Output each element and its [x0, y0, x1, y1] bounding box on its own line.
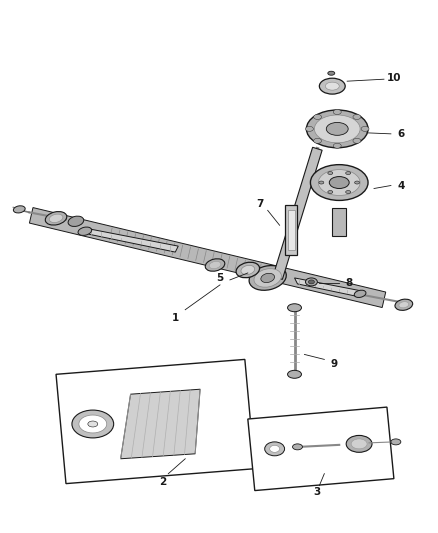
Polygon shape [29, 207, 386, 308]
Ellipse shape [314, 115, 360, 143]
Ellipse shape [205, 259, 225, 271]
Ellipse shape [308, 280, 314, 284]
Ellipse shape [319, 181, 324, 184]
Ellipse shape [88, 421, 98, 427]
Ellipse shape [326, 123, 348, 135]
Ellipse shape [311, 165, 368, 200]
Ellipse shape [305, 126, 314, 131]
Ellipse shape [329, 176, 349, 189]
Polygon shape [273, 147, 322, 279]
Ellipse shape [325, 82, 339, 90]
Ellipse shape [209, 261, 221, 269]
Polygon shape [248, 407, 394, 490]
Text: 3: 3 [314, 487, 321, 497]
Ellipse shape [314, 139, 321, 143]
Ellipse shape [333, 143, 341, 148]
Ellipse shape [346, 172, 351, 175]
Polygon shape [56, 359, 255, 483]
Text: 9: 9 [331, 359, 338, 369]
Ellipse shape [241, 265, 254, 274]
Ellipse shape [328, 71, 335, 75]
Ellipse shape [293, 444, 303, 450]
Ellipse shape [305, 278, 318, 286]
Ellipse shape [78, 227, 92, 236]
Ellipse shape [346, 435, 372, 453]
Polygon shape [86, 228, 178, 252]
Ellipse shape [399, 302, 409, 308]
Ellipse shape [395, 299, 413, 310]
Ellipse shape [391, 439, 401, 445]
Text: 7: 7 [256, 199, 263, 209]
Ellipse shape [355, 181, 360, 184]
Ellipse shape [328, 190, 333, 193]
Ellipse shape [318, 169, 360, 196]
Ellipse shape [265, 442, 285, 456]
Ellipse shape [353, 115, 361, 119]
Ellipse shape [314, 115, 321, 119]
Ellipse shape [354, 290, 366, 297]
Text: 4: 4 [397, 181, 405, 190]
Ellipse shape [236, 262, 260, 278]
Polygon shape [288, 211, 294, 250]
Ellipse shape [361, 126, 369, 131]
Ellipse shape [328, 172, 333, 175]
Polygon shape [285, 205, 297, 255]
Text: 10: 10 [387, 73, 401, 83]
Text: 5: 5 [216, 273, 224, 283]
Ellipse shape [346, 190, 351, 193]
Ellipse shape [351, 439, 367, 449]
Polygon shape [120, 389, 200, 459]
Ellipse shape [79, 415, 107, 433]
Ellipse shape [288, 304, 301, 312]
Ellipse shape [45, 212, 67, 225]
Ellipse shape [249, 265, 286, 290]
Ellipse shape [68, 216, 84, 227]
Text: 8: 8 [346, 278, 353, 288]
Ellipse shape [333, 109, 341, 115]
Ellipse shape [72, 410, 114, 438]
Ellipse shape [14, 206, 25, 213]
Ellipse shape [49, 214, 63, 222]
Text: 1: 1 [172, 313, 179, 322]
Polygon shape [294, 278, 361, 297]
Ellipse shape [270, 446, 279, 453]
Text: 6: 6 [397, 129, 404, 139]
Ellipse shape [353, 139, 361, 143]
Ellipse shape [319, 78, 345, 94]
Ellipse shape [261, 273, 275, 282]
Polygon shape [332, 208, 346, 236]
Ellipse shape [307, 110, 368, 148]
Ellipse shape [288, 370, 301, 378]
Ellipse shape [254, 269, 281, 287]
Text: 2: 2 [159, 477, 166, 487]
